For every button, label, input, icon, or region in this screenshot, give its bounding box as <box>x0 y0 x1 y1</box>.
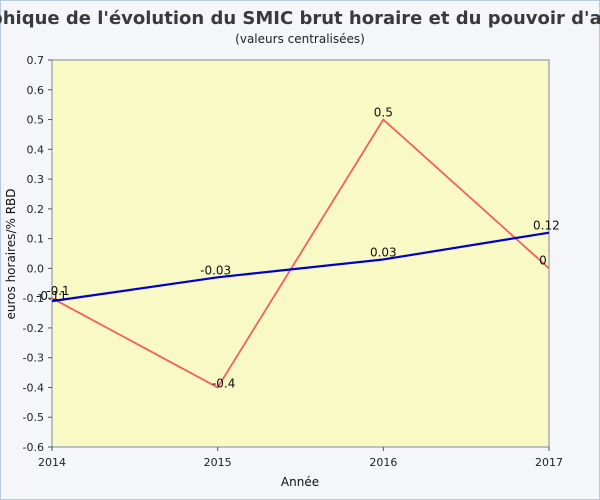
data-label: 0.12 <box>533 219 560 233</box>
chart-subtitle: (valeurs centralisées) <box>235 32 365 46</box>
data-label: 0.03 <box>370 245 397 259</box>
x-tick-label: 2017 <box>535 456 563 469</box>
y-tick-label: 0.4 <box>27 143 45 156</box>
series-layer <box>51 118 550 389</box>
y-tick-label: 0.1 <box>27 233 45 246</box>
y-tick-label: -0.3 <box>23 352 44 365</box>
data-label: -0.4 <box>212 376 235 390</box>
data-labels: -0.1 -0.4 0.5 0 -0.11 -0.03 0.03 0.12 <box>36 106 560 391</box>
x-axis-label: Année <box>281 475 319 489</box>
y-tick-label: -0.6 <box>23 441 44 454</box>
y-tick-label: 0.3 <box>27 173 45 186</box>
y-tick-label: 0.2 <box>27 203 45 216</box>
data-label: -0.11 <box>36 289 67 303</box>
y-tick-label: 0.6 <box>27 84 45 97</box>
series-line-2 <box>51 231 550 303</box>
data-label: -0.03 <box>200 263 231 277</box>
y-tick-label: 0.7 <box>27 54 45 67</box>
y-tick-label: -0.1 <box>23 292 44 305</box>
x-tick-label: 2014 <box>38 456 66 469</box>
series-line-1 <box>51 118 550 389</box>
x-axis-ticks: 2014 2015 2016 2017 <box>38 447 563 469</box>
y-tick-label: -0.4 <box>23 381 44 394</box>
data-label: 0 <box>539 253 547 267</box>
x-tick-label: 2016 <box>369 456 397 469</box>
y-tick-label: 0.0 <box>27 262 45 275</box>
y-axis-ticks: 0.7 0.6 0.5 0.4 0.3 0.2 0.1 0.0 -0.1 -0.2 -0.3 -0.4… <box>23 54 52 454</box>
y-axis-label: euros horaires/% RBD <box>4 188 18 319</box>
y-tick-label: -0.2 <box>23 322 44 335</box>
data-label: 0.5 <box>374 106 393 120</box>
y-tick-label: 0.5 <box>27 114 45 127</box>
x-tick-label: 2015 <box>204 456 232 469</box>
chart-title: Graphique de l'évolution du SMIC brut ho… <box>0 8 600 29</box>
y-tick-label: -0.5 <box>23 411 44 424</box>
data-label: -0.1 <box>46 284 69 298</box>
